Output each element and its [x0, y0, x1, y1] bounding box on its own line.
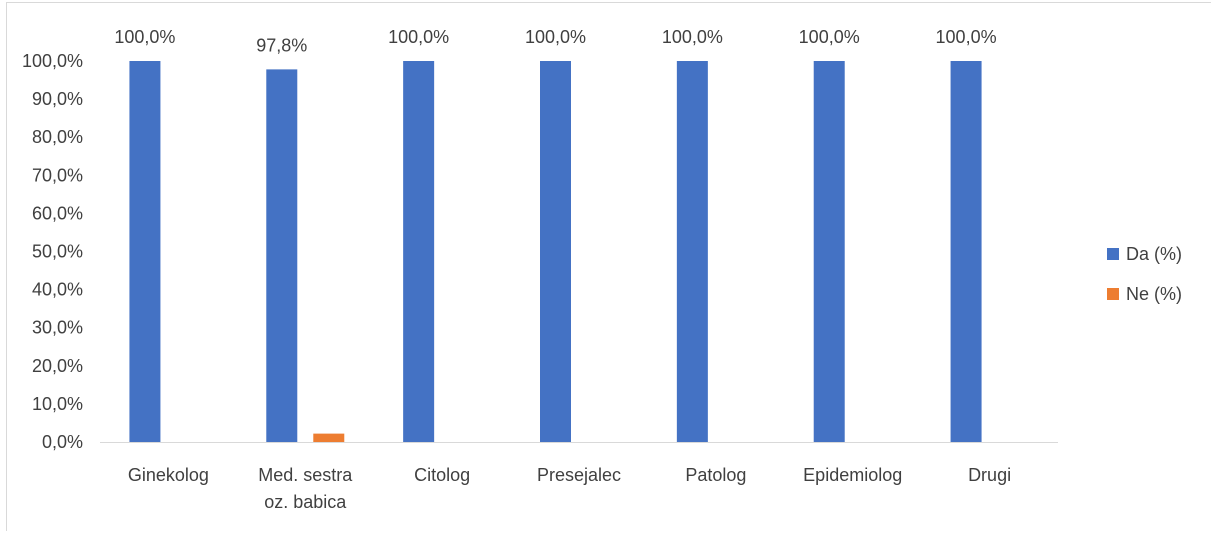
legend-label: Da (%): [1126, 244, 1182, 264]
x-category-label: Epidemiolog: [803, 465, 902, 485]
y-tick-label: 30,0%: [32, 318, 83, 338]
y-tick-label: 20,0%: [32, 356, 83, 376]
data-label: 100,0%: [799, 27, 860, 47]
data-label: 100,0%: [662, 27, 723, 47]
y-tick-label: 50,0%: [32, 242, 83, 262]
bar-da: [266, 69, 298, 442]
bar-da: [540, 61, 571, 442]
y-tick-label: 70,0%: [32, 165, 83, 185]
bar-da: [950, 61, 982, 442]
bar-da: [676, 61, 708, 442]
y-tick-label: 40,0%: [32, 280, 83, 300]
bar-ne: [313, 433, 345, 442]
x-category-label: oz. babica: [264, 492, 347, 512]
y-tick-label: 90,0%: [32, 89, 83, 109]
data-label: 100,0%: [936, 27, 997, 47]
data-label: 97,8%: [256, 35, 307, 55]
legend-swatch-ne: [1107, 288, 1119, 300]
x-category-label: Ginekolog: [128, 465, 209, 485]
bar-da: [403, 61, 435, 442]
x-category-label: Drugi: [968, 465, 1011, 485]
data-label: 100,0%: [525, 27, 586, 47]
data-label: 100,0%: [388, 27, 449, 47]
x-category-label: Presejalec: [537, 465, 621, 485]
legend-label: Ne (%): [1126, 284, 1182, 304]
bar-da: [813, 61, 845, 442]
y-tick-label: 80,0%: [32, 127, 83, 147]
legend-swatch-da: [1107, 248, 1119, 260]
x-category-label: Patolog: [685, 465, 746, 485]
y-tick-label: 100,0%: [22, 51, 83, 71]
y-tick-label: 0,0%: [42, 432, 83, 452]
y-tick-label: 60,0%: [32, 203, 83, 223]
bar-da: [129, 61, 161, 442]
x-category-label: Citolog: [414, 465, 470, 485]
data-label: 100,0%: [114, 27, 175, 47]
x-category-label: Med. sestra: [258, 465, 353, 485]
chart-frame: [6, 2, 1211, 531]
y-tick-label: 10,0%: [32, 394, 83, 414]
